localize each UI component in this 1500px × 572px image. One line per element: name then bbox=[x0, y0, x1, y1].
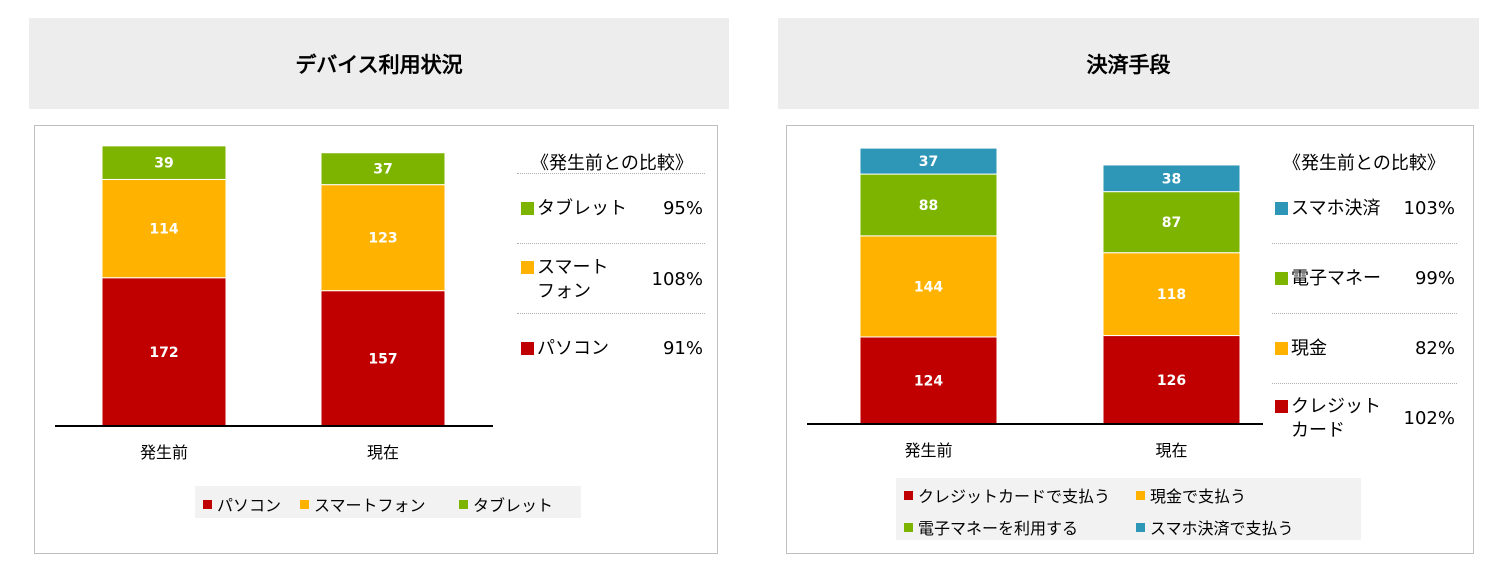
data-label: 172 bbox=[149, 345, 178, 361]
left-compare-row-tablet: タブレット 95% bbox=[521, 197, 703, 221]
legend-item-card: クレジットカードで支払う bbox=[904, 483, 1110, 507]
data-label: 114 bbox=[149, 222, 178, 238]
pc-legend-swatch bbox=[203, 499, 212, 509]
pc-color-icon bbox=[521, 342, 534, 355]
data-label: 38 bbox=[1162, 171, 1181, 187]
data-label: 39 bbox=[154, 156, 173, 172]
left-compare-separator bbox=[517, 313, 705, 314]
tablet-color-icon bbox=[521, 202, 534, 215]
right-compare-label: 現金 bbox=[1291, 338, 1327, 359]
data-label: 87 bbox=[1162, 215, 1181, 231]
bar-segment bbox=[859, 173, 998, 237]
left-compare-row-pc: パソコン 91% bbox=[521, 337, 703, 361]
bar-segment bbox=[320, 152, 446, 186]
legend-label: タブレット bbox=[473, 496, 554, 515]
right-compare-label: スマホ決済 bbox=[1291, 198, 1381, 219]
right-compare-row-mobile: スマホ決済 103% bbox=[1275, 197, 1455, 221]
right-compare-label: クレジット カード bbox=[1291, 396, 1381, 441]
right-compare-row-card: クレジット カード 102% bbox=[1275, 395, 1455, 443]
legend-label: パソコン bbox=[217, 496, 282, 515]
right-compare-separator bbox=[1272, 313, 1457, 314]
left-chart-title: デバイス利用状況 bbox=[295, 52, 463, 77]
legend-label: スマートフォン bbox=[314, 496, 426, 515]
smartphone-color-icon bbox=[521, 261, 534, 274]
legend-item-emoney: 電子マネーを利用する bbox=[904, 515, 1078, 539]
data-label: 157 bbox=[368, 351, 397, 367]
left-compare-label: スマート フォン bbox=[537, 257, 609, 302]
bar-segment bbox=[1102, 164, 1241, 193]
right-compare-separator bbox=[1272, 243, 1457, 244]
legend-label: 現金で支払う bbox=[1150, 487, 1247, 506]
bar-segment bbox=[101, 277, 227, 427]
legend-item-cash: 現金で支払う bbox=[1136, 483, 1246, 507]
right-compare-row-cash: 現金 82% bbox=[1275, 337, 1455, 361]
data-label: 118 bbox=[1157, 287, 1186, 303]
left-compare-title: 《発生前との比較》 bbox=[531, 153, 693, 174]
data-label: 88 bbox=[919, 198, 938, 214]
tablet-legend-swatch bbox=[459, 499, 468, 509]
card-legend-swatch bbox=[904, 490, 913, 500]
bar-segment bbox=[859, 147, 998, 175]
left-compare-label: タブレット bbox=[537, 198, 627, 219]
left-compare-separator bbox=[517, 173, 705, 174]
right-chart-title: 決済手段 bbox=[1086, 52, 1171, 77]
data-label: 123 bbox=[368, 231, 397, 247]
mobile-legend-swatch bbox=[1136, 522, 1145, 532]
bar-segment bbox=[1102, 252, 1241, 337]
left-compare-label: パソコン bbox=[537, 338, 609, 359]
legend-item-tablet: タブレット bbox=[459, 492, 553, 516]
legend-label: 電子マネーを利用する bbox=[918, 519, 1079, 538]
right-title-bar: 決済手段 bbox=[778, 18, 1479, 109]
right-compare-pct: 82% bbox=[1414, 338, 1455, 359]
left-title-bar: デバイス利用状況 bbox=[29, 18, 729, 109]
legend-item-mobile: スマホ決済で支払う bbox=[1136, 515, 1294, 539]
data-label: 144 bbox=[914, 279, 943, 295]
data-label: 37 bbox=[373, 162, 392, 178]
mobile-pay-color-icon bbox=[1275, 202, 1288, 215]
bar-segment bbox=[859, 235, 998, 338]
bar-segment bbox=[1102, 335, 1241, 425]
smartphone-legend-swatch bbox=[300, 499, 309, 509]
legend-item-pc: パソコン bbox=[203, 492, 281, 516]
left-compare-row-smartphone: スマート フォン 108% bbox=[521, 256, 703, 304]
right-compare-title: 《発生前との比較》 bbox=[1283, 153, 1445, 174]
left-legend: パソコン スマートフォン タブレット bbox=[195, 486, 581, 518]
emoney-color-icon bbox=[1275, 272, 1288, 285]
legend-label: クレジットカードで支払う bbox=[918, 487, 1111, 506]
bar-segment bbox=[320, 184, 446, 292]
data-label: 126 bbox=[1157, 373, 1186, 389]
x-tick-label: 発生前 bbox=[904, 441, 952, 460]
right-compare-row-emoney: 電子マネー 99% bbox=[1275, 267, 1455, 291]
data-label: 124 bbox=[914, 373, 943, 389]
x-tick-label: 発生前 bbox=[140, 443, 188, 462]
left-compare-pct: 108% bbox=[651, 269, 703, 290]
legend-item-smartphone: スマートフォン bbox=[300, 492, 426, 516]
bar-segment bbox=[1102, 191, 1241, 254]
right-compare-pct: 99% bbox=[1414, 268, 1455, 289]
cash-legend-swatch bbox=[1136, 490, 1145, 500]
bar-segment bbox=[320, 290, 446, 427]
left-compare-pct: 91% bbox=[662, 338, 703, 359]
left-compare-pct: 95% bbox=[662, 198, 703, 219]
x-tick-label: 現在 bbox=[1155, 441, 1187, 460]
right-compare-label: 電子マネー bbox=[1291, 268, 1381, 289]
right-legend: クレジットカードで支払う 現金で支払う 電子マネーを利用する スマホ決済で支払う bbox=[896, 478, 1361, 540]
right-compare-separator bbox=[1272, 383, 1457, 384]
right-compare-pct: 102% bbox=[1403, 408, 1455, 429]
left-compare-separator bbox=[517, 243, 705, 244]
bar-segment bbox=[101, 145, 227, 180]
left-stacked-bar-chart: 172 114 39 発生前 157 123 37 現在 bbox=[55, 145, 493, 462]
x-tick-label: 現在 bbox=[367, 443, 399, 462]
right-stacked-bar-chart: 124 144 88 37 発生前 126 118 87 38 現在 bbox=[807, 147, 1263, 460]
cash-color-icon bbox=[1275, 342, 1288, 355]
card-color-icon bbox=[1275, 400, 1288, 413]
legend-label: スマホ決済で支払う bbox=[1150, 519, 1294, 538]
right-compare-pct: 103% bbox=[1403, 198, 1455, 219]
emoney-legend-swatch bbox=[904, 522, 913, 532]
data-label: 37 bbox=[919, 154, 938, 170]
bar-segment bbox=[859, 336, 998, 425]
